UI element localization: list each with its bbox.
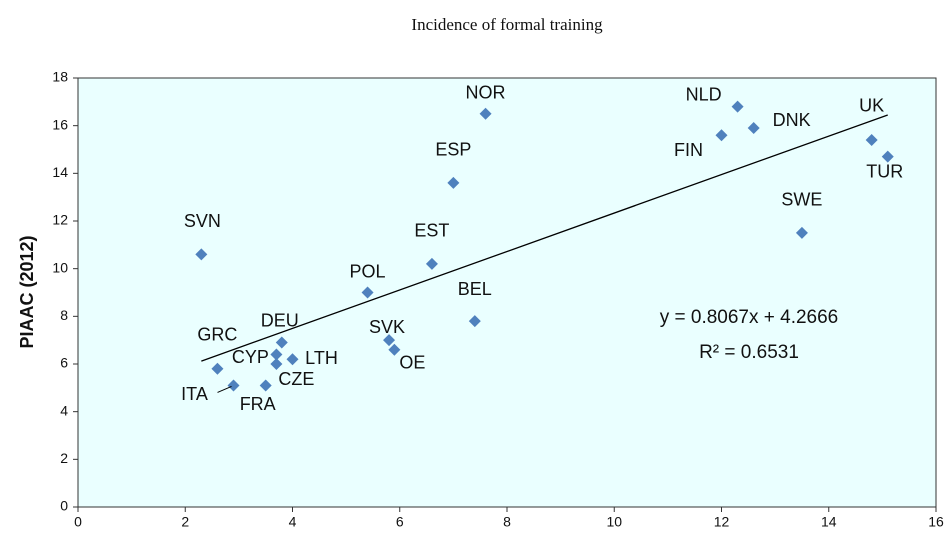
point-label: LTH: [305, 348, 338, 368]
point: [865, 133, 878, 146]
point-label: NOR: [466, 83, 506, 103]
point: [795, 226, 808, 239]
x-tick-label: 8: [503, 514, 511, 530]
point-label: BEL: [458, 279, 492, 299]
point: [881, 150, 894, 163]
point-label: CZE: [278, 369, 314, 389]
point-label: EST: [414, 221, 449, 241]
trendline-r2: R² = 0.6531: [699, 342, 799, 363]
point-label: NLD: [686, 84, 722, 104]
y-tick-label: 0: [60, 498, 68, 514]
leader-line: [217, 385, 232, 393]
trendline: [201, 114, 888, 362]
x-tick-label: 12: [714, 514, 730, 530]
x-tick-label: 14: [821, 514, 837, 530]
y-axis-label: PIAAC (2012): [17, 235, 37, 348]
x-tick-label: 10: [606, 514, 622, 530]
point-label: DEU: [261, 310, 299, 330]
trendline-equation: y = 0.8067x + 4.2666: [660, 307, 839, 328]
point-label: DNK: [773, 110, 811, 130]
y-tick-label: 18: [52, 69, 68, 85]
y-tick-label: 16: [52, 116, 68, 132]
point-label: SVN: [184, 211, 221, 231]
point: [468, 315, 481, 328]
point: [388, 343, 401, 356]
point-label: OE: [399, 352, 425, 372]
point: [195, 248, 208, 261]
point: [447, 176, 460, 189]
point: [361, 286, 374, 299]
point: [259, 379, 272, 392]
point-label: SVK: [369, 317, 405, 337]
chart-title: Incidence of formal training: [411, 15, 603, 34]
point-label: FIN: [674, 140, 703, 160]
y-tick-label: 6: [60, 355, 68, 371]
y-tick-label: 12: [52, 212, 68, 228]
plot-border: [77, 77, 937, 508]
point: [270, 348, 283, 361]
point-label: TUR: [866, 161, 903, 181]
point: [286, 353, 299, 366]
point-label: POL: [350, 261, 386, 281]
point-label: SWE: [781, 190, 822, 210]
point: [715, 129, 728, 142]
y-tick-label: 4: [60, 402, 68, 418]
point: [747, 122, 760, 135]
y-tick-label: 2: [60, 450, 68, 466]
x-tick-label: 4: [289, 514, 297, 530]
point: [227, 379, 240, 392]
y-tick-label: 10: [52, 259, 68, 275]
y-tick-label: 8: [60, 307, 68, 323]
point: [270, 358, 283, 370]
plot-area: [78, 78, 936, 507]
point-label: CYP: [232, 347, 269, 367]
point-label: GRC: [197, 325, 237, 345]
point-label: UK: [859, 96, 884, 116]
point: [275, 336, 288, 349]
point: [731, 100, 744, 113]
point: [479, 107, 492, 120]
x-tick-label: 6: [396, 514, 404, 530]
point: [211, 362, 224, 375]
x-tick-label: 2: [181, 514, 189, 530]
y-tick-label: 14: [52, 164, 68, 180]
x-tick-label: 0: [74, 514, 82, 530]
point: [425, 257, 438, 270]
point-label: ESP: [435, 140, 471, 160]
point-label: ITA: [181, 384, 208, 404]
point: [383, 334, 396, 347]
point-label: FRA: [240, 394, 276, 414]
x-tick-label: 16: [928, 514, 944, 530]
